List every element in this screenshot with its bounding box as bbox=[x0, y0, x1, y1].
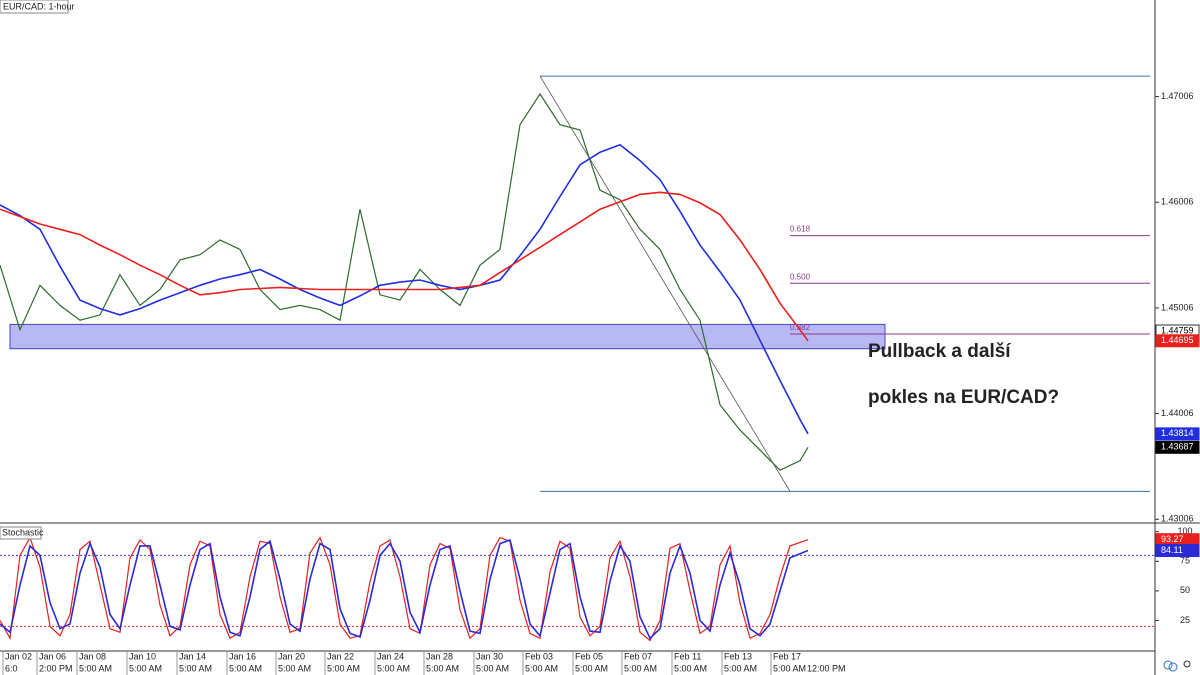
price-tag-label: 1.44759 bbox=[1161, 325, 1194, 335]
x-tick-time-label: 12:00 PM bbox=[807, 663, 846, 673]
series-line bbox=[0, 92, 809, 471]
x-tick-time-label: 5:00 AM bbox=[575, 663, 608, 673]
x-tick-time-label: 5:00 AM bbox=[525, 663, 558, 673]
price-tag-label: 1.44695 bbox=[1161, 335, 1194, 345]
x-tick-label: Feb 05 bbox=[575, 651, 603, 661]
title-box bbox=[0, 0, 69, 14]
price-tag-label: 1.43814 bbox=[1161, 428, 1194, 438]
x-tick-label: Jan 10 bbox=[129, 651, 156, 661]
annotation: pokles na EUR/CAD? bbox=[868, 387, 1059, 408]
x-tick-label: Jan 20 bbox=[278, 651, 305, 661]
x-tick-label: Jan 28 bbox=[426, 651, 453, 661]
y-tick-label: 25 bbox=[1180, 615, 1190, 625]
x-tick-time-label: 5:00 AM bbox=[79, 663, 112, 673]
y-tick-label: 75 bbox=[1180, 556, 1190, 566]
link-icon[interactable] bbox=[1163, 660, 1173, 670]
y-tick-label: 1.43006 bbox=[1161, 514, 1194, 524]
series-line bbox=[0, 538, 809, 640]
x-tick-label: Jan 22 bbox=[327, 651, 354, 661]
y-tick-label: 1.45006 bbox=[1161, 302, 1194, 312]
support-zone bbox=[9, 323, 886, 350]
price-tag-label: 1.43687 bbox=[1161, 442, 1194, 452]
price-tag bbox=[1155, 440, 1200, 454]
x-tick-time-label: 2:00 PM bbox=[39, 663, 73, 673]
x-tick-label: Feb 13 bbox=[724, 651, 752, 661]
x-tick-time-label: 5:00 AM bbox=[624, 663, 657, 673]
x-tick-time-label: 5:00 AM bbox=[773, 663, 806, 673]
y-tick-label: 1.47006 bbox=[1161, 91, 1194, 101]
annotation: Pullback a další bbox=[868, 341, 1011, 362]
series-line bbox=[0, 191, 809, 342]
price-tag-label: 93.27 bbox=[1161, 534, 1184, 544]
x-tick-label: Jan 30 bbox=[476, 651, 503, 661]
x-tick-time-label: 5:00 AM bbox=[278, 663, 311, 673]
x-tick-time-label: 5:00 AM bbox=[229, 663, 262, 673]
price-tag-label: 84.11 bbox=[1161, 545, 1183, 555]
x-tick-time-label: 5:00 AM bbox=[724, 663, 757, 673]
x-tick-label: Feb 17 bbox=[773, 651, 801, 661]
toolbar-icon[interactable] bbox=[1163, 660, 1191, 672]
y-tick-label: 1.46006 bbox=[1161, 197, 1194, 207]
link-icon[interactable] bbox=[1168, 662, 1178, 672]
x-tick-label: Feb 03 bbox=[525, 651, 553, 661]
x-tick-time-label: 5:00 AM bbox=[129, 663, 162, 673]
indicator-title-box bbox=[0, 526, 42, 540]
y-tick-label: 100 bbox=[1177, 526, 1192, 536]
fib-label: 0.618 bbox=[790, 225, 811, 234]
x-tick-time-label: 5:00 AM bbox=[327, 663, 360, 673]
x-tick-label: Jan 06 bbox=[39, 651, 66, 661]
x-tick-label: Jan 24 bbox=[377, 651, 404, 661]
x-tick-label: Feb 07 bbox=[624, 651, 652, 661]
x-tick-label: Jan 16 bbox=[229, 651, 256, 661]
x-tick-time-label: 5:00 AM bbox=[179, 663, 212, 673]
x-tick-time-label: 5:00 AM bbox=[377, 663, 410, 673]
y-tick-label: 1.44006 bbox=[1161, 408, 1194, 418]
y-tick-label: 50 bbox=[1180, 585, 1190, 595]
fib-label: 0.500 bbox=[790, 272, 811, 281]
settings-icon[interactable] bbox=[1183, 660, 1191, 668]
x-tick-time-label: 5:00 AM bbox=[674, 663, 707, 673]
price-tag bbox=[1155, 427, 1200, 441]
x-tick-label: Jan 08 bbox=[79, 651, 106, 661]
price-tag bbox=[1155, 544, 1200, 558]
plot: 0.618 0.500 0.382 1.47006 1.46006 1.45006 1.44… bbox=[0, 75, 1200, 675]
x-tick-time-label: 5:00 AM bbox=[426, 663, 459, 673]
trend-line bbox=[539, 75, 791, 492]
x-tick-time-label: 6:0 bbox=[5, 663, 18, 673]
x-tick-label: Jan 02 bbox=[5, 651, 32, 661]
series-line bbox=[0, 143, 809, 435]
indicator-title: Stochastic bbox=[2, 527, 44, 537]
price-tag bbox=[1155, 334, 1200, 348]
x-tick-time-label: 5:00 AM bbox=[476, 663, 509, 673]
series-line bbox=[0, 536, 809, 642]
x-tick-label: Feb 11 bbox=[674, 651, 701, 661]
fib-label: 0.382 bbox=[790, 323, 811, 332]
x-tick-label: Jan 14 bbox=[179, 651, 206, 661]
chart-title: EUR/CAD: 1-hour bbox=[3, 1, 75, 11]
